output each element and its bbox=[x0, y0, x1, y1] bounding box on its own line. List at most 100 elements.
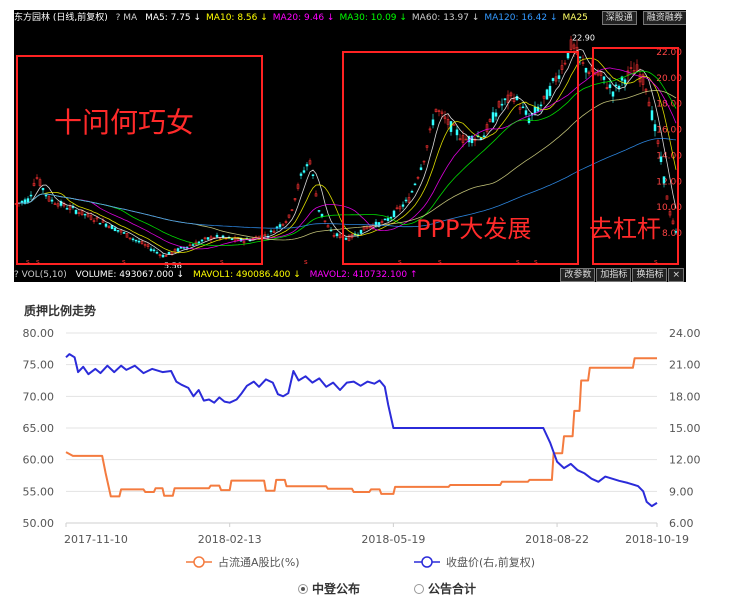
price-tick-label: 8.00 bbox=[662, 229, 682, 239]
legend-label[interactable]: 占流通A股比(%) bbox=[218, 555, 300, 569]
candle-body bbox=[56, 203, 60, 207]
candle-body bbox=[596, 72, 600, 76]
pledge-chart: 80.00 75.00 70.00 65.00 60.00 55.00 50.00 24.00… bbox=[23, 327, 701, 569]
indicator-button[interactable]: × bbox=[668, 268, 684, 282]
candle-body bbox=[380, 220, 384, 223]
series-line-close-price bbox=[65, 353, 658, 508]
radio-dot-zhongdeng[interactable] bbox=[298, 583, 308, 594]
candle-body bbox=[347, 235, 351, 241]
ma-indicator: MA5: 7.75 ↓ bbox=[145, 13, 202, 23]
candle-body bbox=[41, 188, 45, 191]
mavol1-value: MAVOL1: 490086.400 ↓ bbox=[192, 270, 301, 280]
candle-body bbox=[416, 177, 420, 179]
candle-body bbox=[392, 210, 396, 218]
ma-line-30 bbox=[15, 70, 677, 246]
candle-body bbox=[317, 210, 321, 212]
event-marker: s bbox=[26, 258, 30, 266]
candle-body bbox=[503, 98, 507, 101]
candle-body bbox=[311, 174, 315, 176]
candle-body bbox=[638, 74, 642, 83]
candle-body bbox=[521, 106, 525, 109]
indicator-button[interactable]: 加指标 bbox=[596, 268, 632, 282]
annotation-deleverage: 去杠杆 bbox=[589, 215, 661, 243]
candle-body bbox=[404, 199, 408, 202]
annotation-box-wenhe bbox=[16, 55, 263, 265]
candle-body bbox=[47, 196, 51, 202]
candle-body bbox=[197, 241, 201, 244]
ma-indicator: MA60: 13.97 ↓ bbox=[411, 13, 480, 23]
candle-body bbox=[443, 116, 447, 120]
event-marker: s bbox=[122, 258, 126, 266]
candle-body bbox=[269, 230, 273, 233]
peak-price-label: 22.90 bbox=[572, 34, 595, 43]
price-tick-label: 20.00 bbox=[656, 74, 682, 84]
candle-body bbox=[608, 84, 612, 88]
candle-body bbox=[323, 220, 327, 223]
candle-body bbox=[68, 206, 72, 210]
candle-body bbox=[668, 211, 672, 216]
candle-body bbox=[59, 201, 63, 206]
candle-body bbox=[338, 234, 342, 239]
candle-body bbox=[407, 197, 411, 203]
legend-label[interactable]: 收盘价(右,前复权) bbox=[446, 555, 535, 569]
candle-body bbox=[620, 76, 624, 81]
candle-body bbox=[491, 112, 495, 123]
candle-body bbox=[155, 251, 159, 254]
event-marker: s bbox=[304, 258, 308, 266]
kline-panel: 22.00 20.00 18.00 16.00 14.00 12.00 10.00 8.00 2… bbox=[14, 10, 686, 282]
radio-announcement[interactable]: 公告合计 bbox=[414, 580, 476, 597]
candle-body bbox=[611, 91, 615, 97]
toolbar-button[interactable]: 深股通 bbox=[601, 11, 637, 25]
x-tick-label: 2018-10-19 bbox=[625, 533, 689, 546]
radio-zhongdeng[interactable]: 中登公布 bbox=[298, 580, 360, 597]
volume-indicator-bar: ? VOL(5,10) VOLUME: 493067.000 ↓ MAVOL1:… bbox=[14, 268, 686, 282]
candle-body bbox=[419, 167, 423, 170]
candle-body bbox=[242, 241, 246, 244]
y-right-tick-label: 9.00 bbox=[669, 485, 694, 498]
ma-line-120 bbox=[15, 138, 677, 229]
indicator-button[interactable]: 改参数 bbox=[560, 268, 596, 282]
x-tick-label: 2018-05-19 bbox=[361, 533, 425, 546]
y-left-tick-label: 75.00 bbox=[23, 359, 55, 372]
candle-body bbox=[671, 220, 675, 225]
candle-body bbox=[518, 107, 522, 110]
annotation-box-deleverage bbox=[592, 47, 679, 265]
candle-body bbox=[437, 110, 441, 112]
candle-body bbox=[431, 119, 435, 126]
candle-body bbox=[482, 135, 486, 138]
radio-dot-announcement[interactable] bbox=[414, 583, 424, 594]
candle-body bbox=[149, 248, 153, 251]
candle-body bbox=[509, 92, 513, 97]
candle-body bbox=[200, 239, 204, 242]
candle-body bbox=[98, 222, 102, 225]
candle-body bbox=[434, 108, 438, 113]
y-left-tick-label: 60.00 bbox=[23, 454, 55, 467]
x-tick-label: 2017-11-10 bbox=[64, 533, 128, 546]
candle-body bbox=[140, 241, 144, 244]
candle-body bbox=[284, 221, 288, 223]
mavol2-value: MAVOL2: 410732.100 ↑ bbox=[309, 270, 418, 280]
indicator-button[interactable]: 换指标 bbox=[632, 268, 668, 282]
toolbar-button[interactable]: 融资融券 bbox=[642, 11, 686, 25]
candle-body bbox=[557, 75, 561, 79]
candle-body bbox=[563, 62, 567, 65]
candle-body bbox=[386, 218, 390, 221]
candle-body bbox=[644, 88, 648, 92]
legend-marker[interactable] bbox=[421, 556, 433, 568]
candle-body bbox=[308, 160, 312, 165]
ma-indicator: MA120: 16.42 ↓ bbox=[484, 13, 558, 23]
vol-prefix[interactable]: ? VOL(5,10) bbox=[14, 270, 67, 280]
candle-body bbox=[632, 69, 636, 75]
ma-indicator: MA10: 8.56 ↓ bbox=[206, 13, 268, 23]
candle-body bbox=[65, 208, 69, 210]
candle-body bbox=[581, 62, 585, 64]
candle-body bbox=[326, 225, 330, 228]
candle-body bbox=[293, 198, 297, 201]
y-left-tick-label: 55.00 bbox=[23, 485, 55, 498]
event-marker: s bbox=[516, 258, 520, 266]
candle-body bbox=[203, 237, 207, 240]
candle-body bbox=[35, 177, 39, 179]
candle-body bbox=[113, 227, 117, 232]
candle-body bbox=[143, 244, 147, 246]
legend-marker[interactable] bbox=[193, 556, 205, 568]
